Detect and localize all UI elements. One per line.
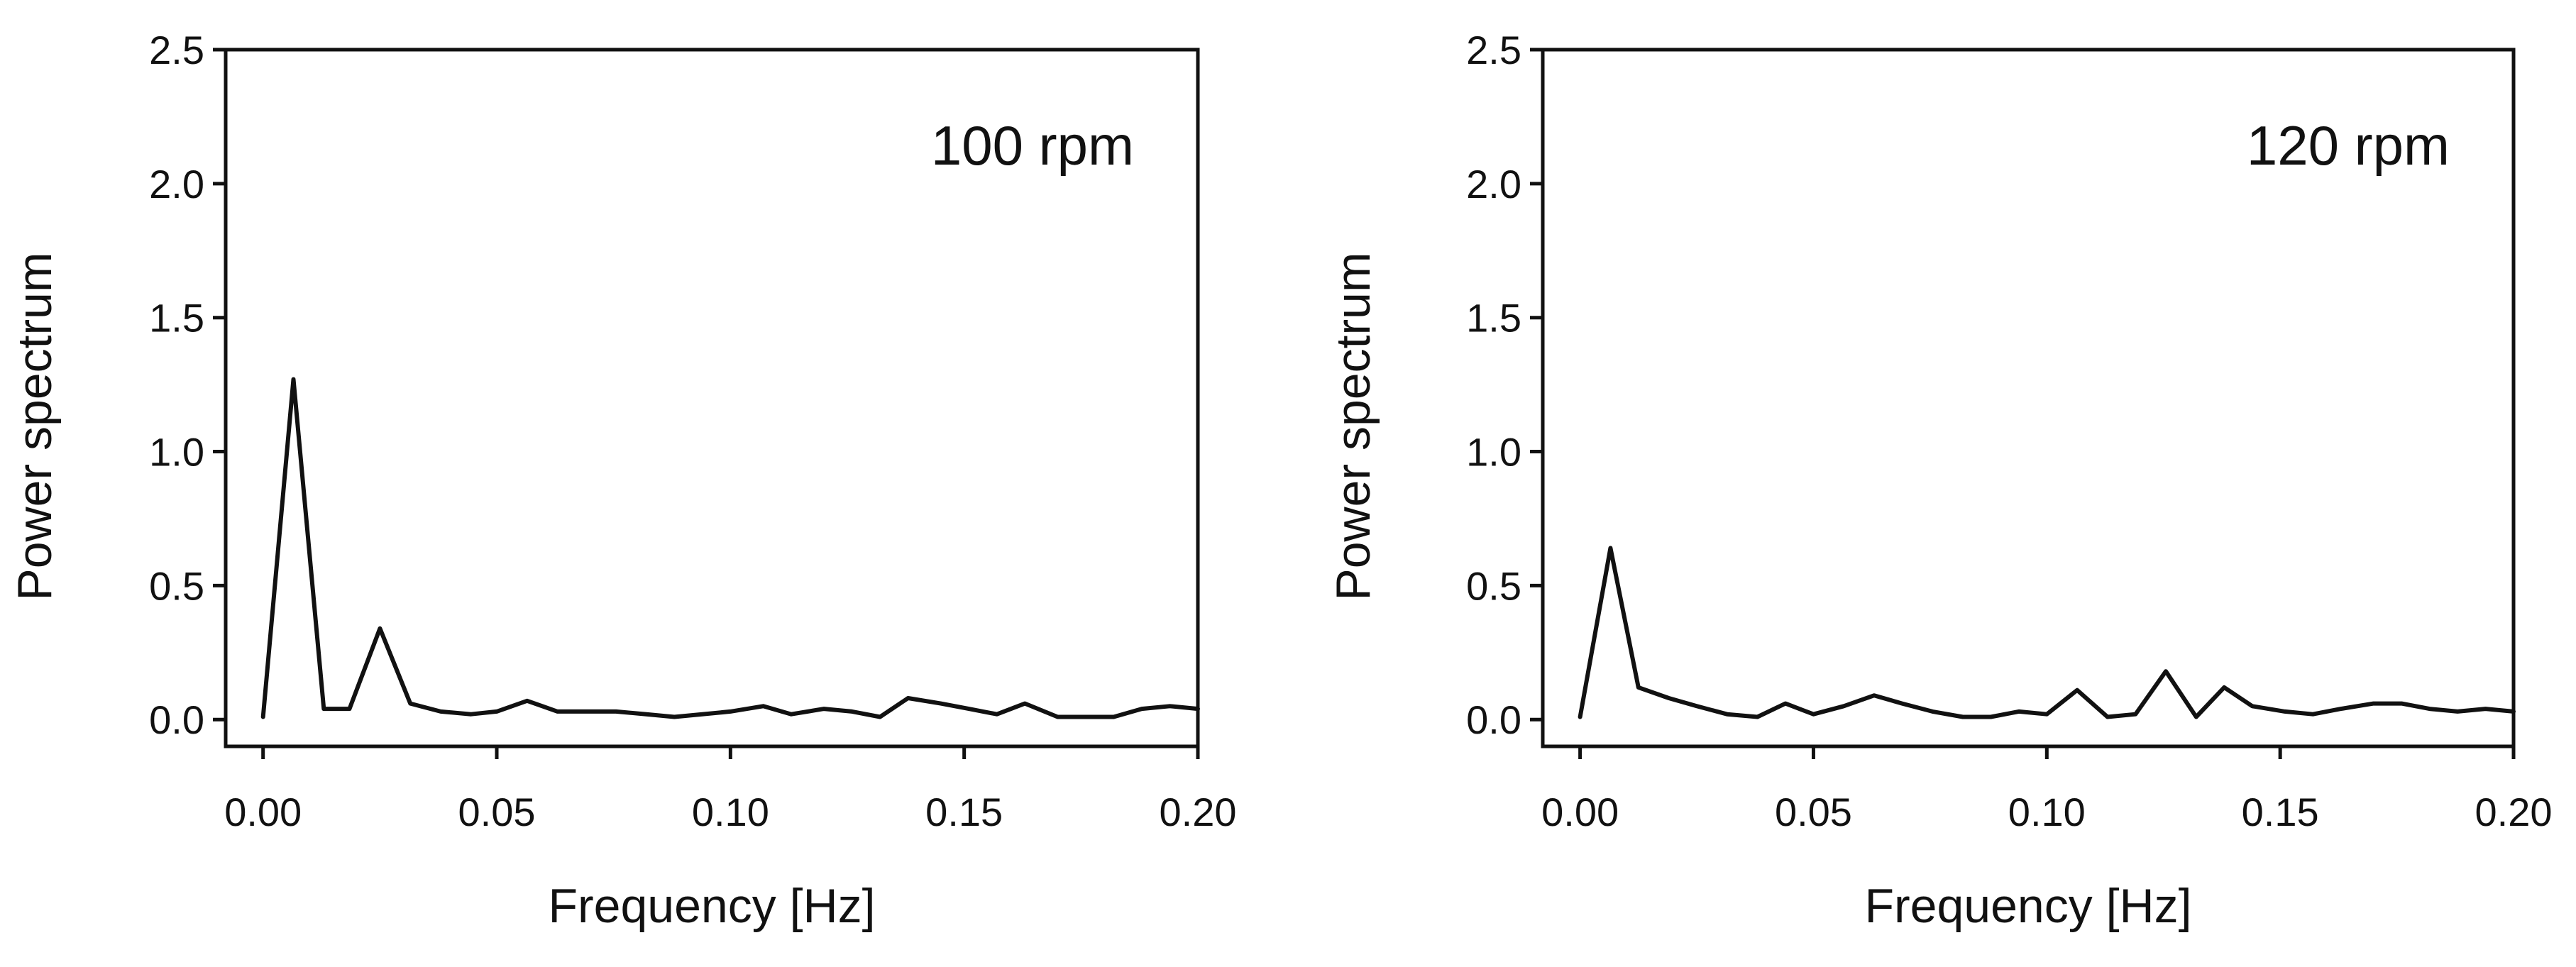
x-tick-label: 0.20 (1160, 790, 1237, 834)
x-axis-title: Frequency [Hz] (1864, 879, 2191, 933)
chart-panel-100-rpm: 0.0 0.5 1.0 1.5 2.0 2.5 0.00 0.05 0.10 0.15 0.20 Fr… (8, 28, 1237, 933)
y-tick-label: 2.5 (1466, 28, 1521, 72)
y-tick-label: 0.0 (149, 697, 204, 742)
x-tick-label: 0.00 (224, 790, 302, 834)
y-tick-label: 1.0 (149, 430, 204, 475)
panel-annotation: 100 rpm (931, 114, 1134, 177)
y-tick-label: 2.0 (149, 162, 204, 206)
y-axis-title: Power spectrum (1326, 252, 1380, 600)
series-line (260, 377, 1200, 719)
chart-panel-120-rpm: 0.0 0.5 1.0 1.5 2.0 2.5 0.00 0.05 0.10 0.15 0.20 Fr… (1326, 28, 2553, 933)
y-tick-label: 0.5 (149, 563, 204, 608)
x-tick-label: 0.15 (2242, 790, 2319, 834)
y-tick-label: 1.5 (149, 296, 204, 341)
x-tick-label: 0.10 (2008, 790, 2086, 834)
x-tick-label: 0.10 (692, 790, 769, 834)
y-tick-label: 0.0 (1466, 697, 1521, 742)
x-tick-label: 0.05 (458, 790, 536, 834)
x-tick-label: 0.05 (1775, 790, 1852, 834)
panel-annotation: 120 rpm (2247, 114, 2450, 177)
series-line (1578, 546, 2516, 719)
plot-frame (224, 48, 1200, 748)
x-tick-label: 0.15 (925, 790, 1003, 834)
y-tick-label: 0.5 (1466, 563, 1521, 608)
x-axis-title: Frequency [Hz] (548, 879, 875, 933)
x-tick-label: 0.20 (2475, 790, 2553, 834)
y-axis-title: Power spectrum (8, 252, 62, 600)
y-tick-label: 2.5 (149, 28, 204, 72)
y-tick-label: 1.5 (1466, 296, 1521, 341)
x-tick-label: 0.00 (1541, 790, 1619, 834)
plot-frame (1541, 48, 2516, 748)
y-tick-label: 2.0 (1466, 162, 1521, 206)
y-tick-label: 1.0 (1466, 430, 1521, 475)
